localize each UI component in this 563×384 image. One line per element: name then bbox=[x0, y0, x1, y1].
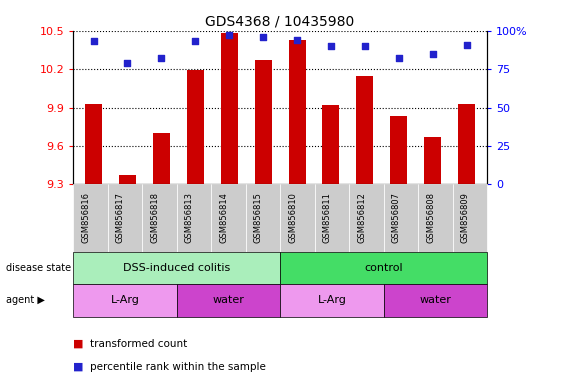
Text: GSM856817: GSM856817 bbox=[116, 192, 125, 243]
Text: GSM856808: GSM856808 bbox=[426, 192, 435, 243]
Text: ■: ■ bbox=[73, 339, 84, 349]
Text: L-Arg: L-Arg bbox=[318, 295, 346, 306]
Bar bbox=[356, 76, 373, 184]
Text: water: water bbox=[212, 295, 244, 306]
Point bbox=[394, 55, 403, 61]
Bar bbox=[289, 40, 306, 184]
Bar bbox=[254, 60, 271, 184]
Point bbox=[191, 38, 200, 45]
Text: control: control bbox=[364, 263, 403, 273]
Text: GSM856816: GSM856816 bbox=[82, 192, 91, 243]
Text: DSS-induced colitis: DSS-induced colitis bbox=[123, 263, 230, 273]
Text: water: water bbox=[419, 295, 451, 306]
Text: percentile rank within the sample: percentile rank within the sample bbox=[90, 362, 266, 372]
Bar bbox=[390, 116, 407, 184]
Text: disease state ▶: disease state ▶ bbox=[6, 263, 82, 273]
Bar bbox=[323, 105, 339, 184]
Text: GSM856810: GSM856810 bbox=[288, 192, 297, 243]
Point bbox=[327, 43, 336, 49]
Bar bbox=[458, 104, 475, 184]
Bar bbox=[187, 70, 204, 184]
Point bbox=[258, 34, 267, 40]
Text: GSM856812: GSM856812 bbox=[358, 192, 367, 243]
Point bbox=[360, 43, 369, 49]
Bar bbox=[119, 175, 136, 184]
Text: GSM856813: GSM856813 bbox=[185, 192, 194, 243]
Point bbox=[462, 41, 471, 48]
Bar bbox=[221, 33, 238, 184]
Bar bbox=[153, 133, 170, 184]
Point bbox=[123, 60, 132, 66]
Text: GSM856811: GSM856811 bbox=[323, 192, 332, 243]
Text: GSM856814: GSM856814 bbox=[220, 192, 229, 243]
Text: agent ▶: agent ▶ bbox=[6, 295, 44, 306]
Point bbox=[428, 51, 437, 57]
Point bbox=[89, 38, 98, 45]
Text: transformed count: transformed count bbox=[90, 339, 187, 349]
Bar bbox=[425, 137, 441, 184]
Title: GDS4368 / 10435980: GDS4368 / 10435980 bbox=[205, 14, 355, 28]
Point bbox=[157, 55, 166, 61]
Text: GSM856815: GSM856815 bbox=[254, 192, 263, 243]
Text: L-Arg: L-Arg bbox=[110, 295, 140, 306]
Bar bbox=[85, 104, 102, 184]
Point bbox=[225, 32, 234, 38]
Text: GSM856807: GSM856807 bbox=[392, 192, 401, 243]
Point bbox=[293, 37, 302, 43]
Text: ■: ■ bbox=[73, 362, 84, 372]
Text: GSM856818: GSM856818 bbox=[150, 192, 159, 243]
Text: GSM856809: GSM856809 bbox=[461, 192, 470, 243]
